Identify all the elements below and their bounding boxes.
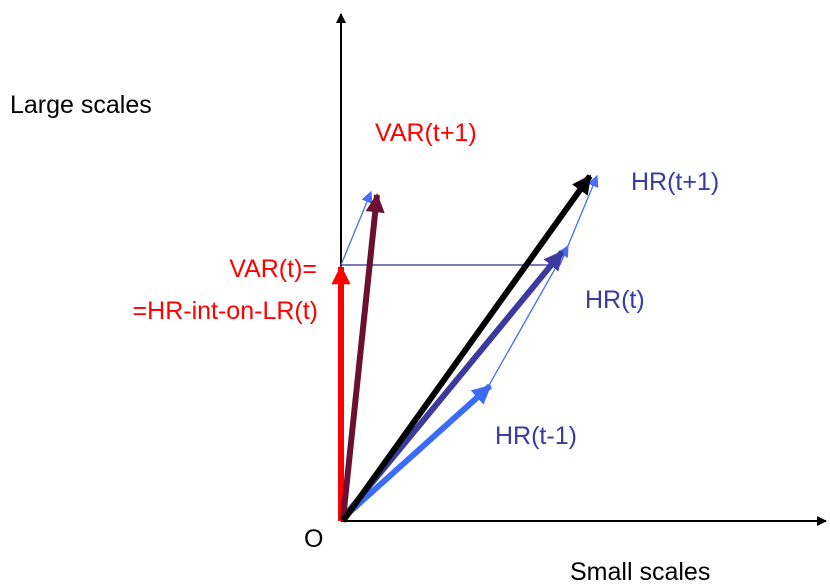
hr-t-label: HR(t) <box>585 286 645 314</box>
hr-t-plus-1-label: HR(t+1) <box>631 168 719 196</box>
origin-label: O <box>304 525 323 553</box>
hr-t-minus-1-vector <box>340 383 493 521</box>
var-t-plus-1-label: VAR(t+1) <box>375 119 477 147</box>
hr-t-plus-1-vector <box>340 174 593 523</box>
x-axis-label: Small scales <box>570 558 710 586</box>
hr-t-minus-1-label: HR(t-1) <box>495 422 577 450</box>
thin-line-var-to-hr-top <box>340 190 373 266</box>
var-t-plus-1-vector <box>340 193 385 520</box>
var-t-label-line1: VAR(t)= <box>229 255 317 283</box>
y-axis-label: Large scales <box>10 91 152 119</box>
var-t-label-line2: =HR-int-on-LR(t) <box>133 297 318 325</box>
